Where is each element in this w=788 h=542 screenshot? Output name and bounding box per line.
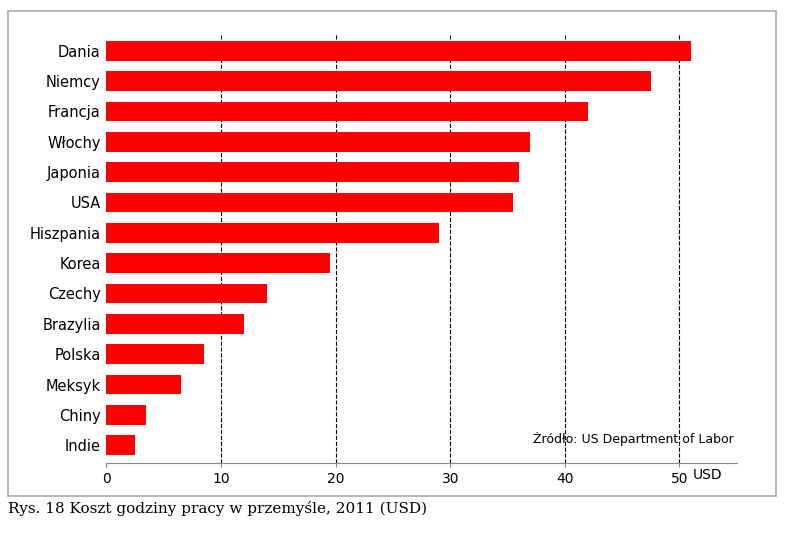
Bar (106, 253, 330, 273)
Bar (106, 132, 530, 152)
Text: Żródło: US Department of Labor: Żródło: US Department of Labor (533, 432, 734, 446)
Bar (106, 344, 204, 364)
Text: Rys. 18 Koszt godziny pracy w przemyśle, 2011 (USD): Rys. 18 Koszt godziny pracy w przemyśle,… (8, 501, 427, 517)
Bar (106, 101, 588, 121)
Bar (106, 405, 147, 425)
Text: USD: USD (693, 468, 723, 482)
Bar (106, 41, 691, 61)
Bar (106, 162, 519, 182)
Bar (106, 283, 267, 304)
Bar (106, 375, 181, 395)
Bar (106, 314, 244, 334)
Bar (106, 223, 439, 243)
Bar (106, 435, 135, 455)
Bar (106, 71, 651, 91)
Bar (106, 192, 513, 212)
